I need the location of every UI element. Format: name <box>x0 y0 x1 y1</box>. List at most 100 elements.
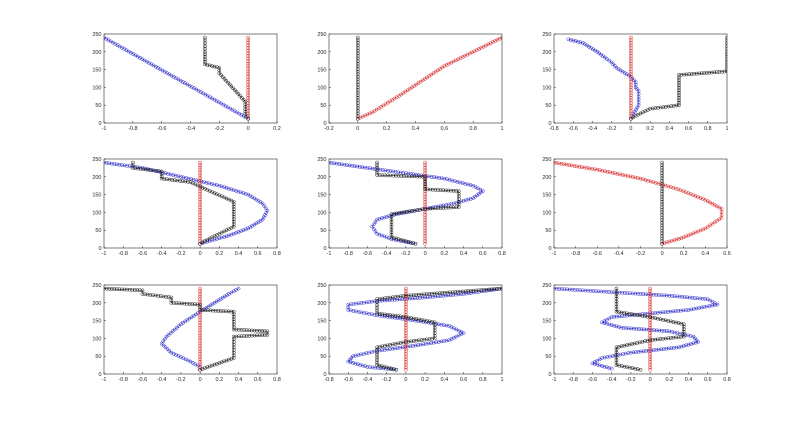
data-point <box>239 328 244 332</box>
data-point <box>380 364 384 369</box>
data-point <box>444 203 448 207</box>
data-point <box>441 188 446 193</box>
data-point <box>364 300 369 305</box>
data-point <box>656 105 660 110</box>
data-point <box>466 182 470 187</box>
data-point <box>614 345 619 350</box>
data-point <box>629 46 633 50</box>
data-point <box>468 183 473 187</box>
data-point <box>130 160 135 165</box>
data-point <box>636 91 641 96</box>
data-point <box>365 112 370 117</box>
x-tick-label: 1 <box>500 126 503 132</box>
data-point <box>701 227 705 232</box>
data-point <box>686 333 690 338</box>
data-point <box>583 288 588 293</box>
data-point <box>678 188 683 193</box>
data-point <box>411 293 416 297</box>
data-point <box>107 286 111 291</box>
data-point <box>629 82 633 87</box>
data-point <box>660 210 664 215</box>
x-tick-label: 0.6 <box>254 251 262 257</box>
data-point <box>681 344 686 348</box>
data-point <box>411 339 416 343</box>
data-point <box>636 89 641 93</box>
data-point <box>417 292 421 297</box>
data-point <box>605 57 609 61</box>
x-tick-label: 0.8 <box>723 377 731 383</box>
data-point <box>621 352 625 356</box>
data-point <box>662 241 667 245</box>
subplot-4: -1 -0.8 -0.6 -0.4 -0.2 0 0.2 0.4 0.6 0.8050100150… <box>92 157 281 257</box>
data-point <box>456 292 461 297</box>
data-point <box>398 341 403 345</box>
data-point <box>231 207 236 212</box>
data-point <box>226 309 231 314</box>
data-point <box>203 41 207 46</box>
data-point <box>617 344 621 349</box>
x-tick-label: -0.8 <box>343 251 352 257</box>
data-point <box>231 345 236 350</box>
data-point <box>370 166 375 171</box>
data-point <box>135 288 140 292</box>
data-point <box>144 167 148 172</box>
data-point <box>671 335 676 340</box>
data-point <box>206 304 211 309</box>
data-point <box>125 163 129 168</box>
data-point <box>456 202 461 207</box>
data-point <box>648 344 652 349</box>
data-point <box>614 324 619 329</box>
data-point <box>418 295 422 300</box>
y-tick-label: 200 <box>317 175 326 181</box>
data-point <box>609 366 614 371</box>
data-point <box>647 327 651 332</box>
data-point <box>218 297 223 301</box>
data-point <box>393 315 397 320</box>
data-point <box>687 72 691 77</box>
data-point <box>215 65 219 70</box>
data-point <box>697 71 702 76</box>
data-point <box>622 291 627 295</box>
data-point <box>262 333 267 337</box>
data-point <box>698 228 703 233</box>
data-point <box>404 365 408 369</box>
data-point <box>198 354 202 359</box>
data-point <box>198 360 202 364</box>
data-point <box>200 367 205 371</box>
x-tick-label: 0 <box>356 126 359 132</box>
data-point <box>385 173 390 178</box>
data-point <box>417 174 422 179</box>
data-point <box>167 177 172 182</box>
data-point <box>722 69 727 74</box>
data-point <box>725 69 727 74</box>
data-point <box>254 221 259 226</box>
data-point <box>686 308 691 312</box>
data-point <box>198 199 202 204</box>
x-tick-label: 0.4 <box>685 377 693 383</box>
data-point <box>229 356 234 361</box>
data-point <box>681 189 686 194</box>
axes-box <box>103 33 278 124</box>
x-tick-label: 0.2 <box>216 377 224 383</box>
data-point <box>624 72 629 77</box>
data-point <box>684 234 689 239</box>
data-point <box>456 194 461 199</box>
data-point <box>432 333 437 338</box>
data-point <box>643 314 647 319</box>
data-point <box>198 333 202 338</box>
data-point <box>389 222 394 227</box>
data-point <box>198 218 202 223</box>
data-point <box>217 236 222 241</box>
data-point <box>660 202 664 207</box>
data-point <box>198 207 202 212</box>
data-point <box>638 292 643 296</box>
data-point <box>688 192 693 196</box>
data-point <box>231 188 236 192</box>
data-point <box>217 193 222 198</box>
plot-area <box>346 286 502 372</box>
data-point <box>246 43 251 48</box>
data-point <box>681 329 686 334</box>
data-point <box>620 69 625 74</box>
data-point <box>651 180 655 184</box>
data-point <box>668 336 673 340</box>
